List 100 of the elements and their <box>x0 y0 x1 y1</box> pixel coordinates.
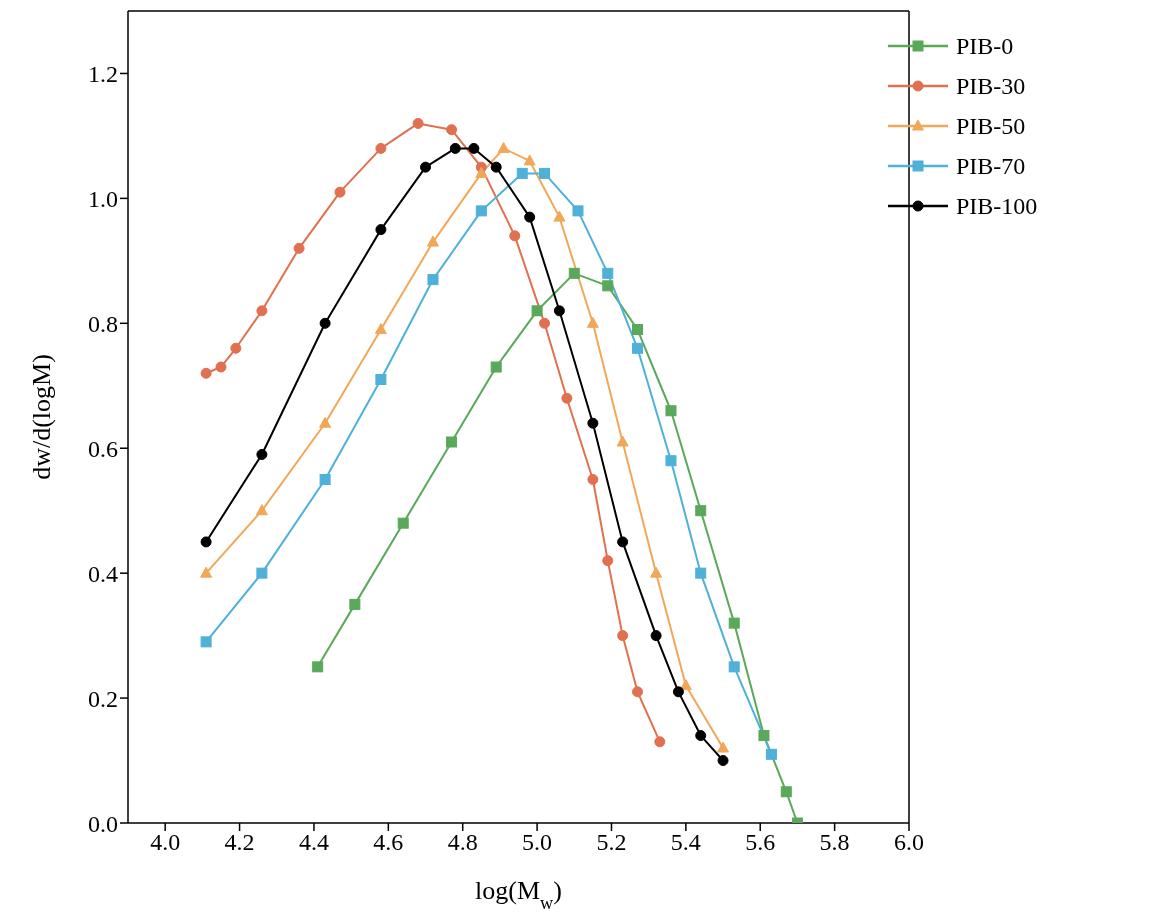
point <box>256 305 268 317</box>
point <box>200 566 213 578</box>
point <box>665 455 677 467</box>
legend-label: PIB-50 <box>956 112 1026 140</box>
point <box>215 361 227 373</box>
point <box>446 124 458 136</box>
legend-label: PIB-100 <box>956 192 1038 220</box>
point <box>695 505 707 517</box>
point <box>449 142 461 154</box>
point <box>654 736 666 748</box>
point <box>587 473 599 485</box>
x-tick-label: 5.6 <box>745 829 776 856</box>
point <box>516 167 528 179</box>
point <box>539 167 551 179</box>
point <box>475 166 488 178</box>
legend-label: PIB-0 <box>956 32 1014 60</box>
point <box>524 211 536 223</box>
y-tick-label: 0.8 <box>88 310 118 337</box>
legend-label: PIB-30 <box>956 72 1026 100</box>
y-axis-title: dw/d(logM) <box>27 354 56 480</box>
point <box>312 661 324 673</box>
legend-label: PIB-70 <box>956 152 1026 180</box>
point <box>632 686 644 698</box>
point <box>468 142 480 154</box>
point <box>717 741 730 753</box>
y-tick-label: 0.2 <box>88 685 118 712</box>
point <box>200 636 212 648</box>
point <box>293 242 305 254</box>
point <box>375 224 387 236</box>
x-tick-label: 4.8 <box>447 829 478 856</box>
x-tick-label: 6.0 <box>894 829 924 856</box>
x-axis-title: log(M$_{w}$) <box>475 876 562 913</box>
point <box>319 317 331 329</box>
point <box>758 730 770 742</box>
point <box>717 755 729 767</box>
point <box>531 305 543 317</box>
point <box>553 305 565 317</box>
point <box>375 142 387 154</box>
point <box>497 141 510 153</box>
x-tick-label: 5.0 <box>522 829 553 856</box>
point <box>375 374 387 386</box>
point <box>602 267 614 279</box>
point <box>334 186 346 198</box>
point <box>200 536 212 548</box>
x-tick-label: 4.6 <box>373 829 404 856</box>
point <box>561 392 573 404</box>
point <box>650 630 662 642</box>
point <box>420 161 432 173</box>
point <box>650 566 663 578</box>
x-tick-label: 4.2 <box>224 829 255 856</box>
y-tick-label: 0.0 <box>88 810 118 837</box>
point <box>632 342 644 354</box>
point <box>490 361 502 373</box>
point <box>553 210 566 222</box>
point <box>230 342 242 354</box>
point <box>412 117 424 129</box>
point <box>602 555 614 567</box>
x-tick-label: 5.8 <box>819 829 850 856</box>
point <box>728 617 740 629</box>
x-tick-label: 5.2 <box>596 829 627 856</box>
point <box>586 316 599 328</box>
point <box>632 324 644 336</box>
point <box>319 416 332 428</box>
point <box>587 417 599 429</box>
y-tick-label: 1.2 <box>88 60 118 87</box>
point <box>695 730 707 742</box>
point <box>255 504 268 516</box>
y-tick-label: 1.0 <box>88 185 118 212</box>
x-tick-label: 5.4 <box>670 829 701 856</box>
point <box>509 230 521 242</box>
point <box>617 536 629 548</box>
point <box>539 317 551 329</box>
point <box>616 435 629 447</box>
point <box>426 235 439 247</box>
point <box>672 686 684 698</box>
point <box>568 267 580 279</box>
x-tick-label: 4.0 <box>150 829 181 856</box>
point <box>475 205 487 217</box>
point <box>397 517 409 529</box>
point <box>695 567 707 579</box>
point <box>256 448 268 460</box>
point <box>374 323 387 335</box>
point <box>427 274 439 286</box>
y-tick-label: 0.4 <box>88 560 118 587</box>
point <box>765 748 777 760</box>
point <box>572 205 584 217</box>
point <box>602 280 614 292</box>
point <box>780 786 792 798</box>
point <box>446 436 458 448</box>
point <box>665 405 677 417</box>
y-tick-label: 0.6 <box>88 435 118 462</box>
x-tick-label: 4.4 <box>298 829 329 856</box>
point <box>319 473 331 485</box>
point <box>490 161 502 173</box>
point <box>256 567 268 579</box>
point <box>728 661 740 673</box>
point <box>523 154 536 166</box>
point <box>200 367 212 379</box>
point <box>349 598 361 610</box>
point <box>617 630 629 642</box>
